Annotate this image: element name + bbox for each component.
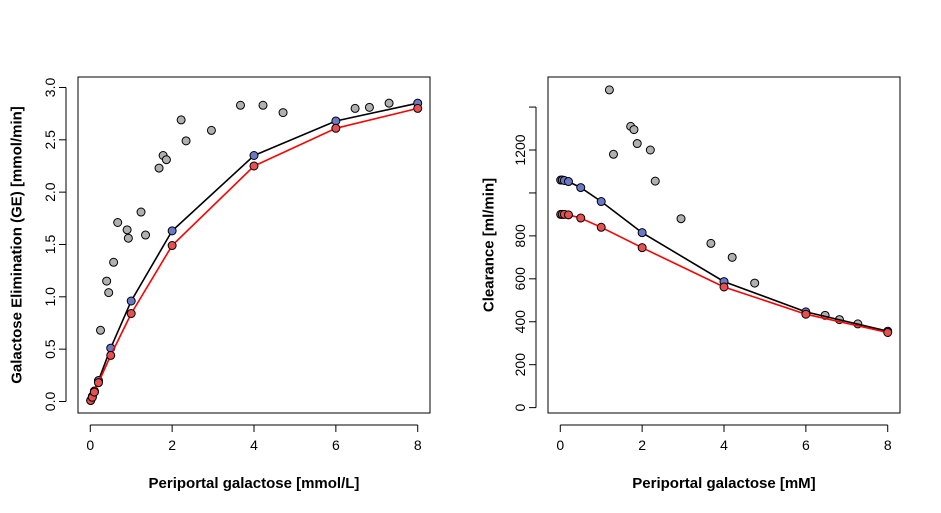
clearance-y-tick-label: 1200: [512, 134, 528, 165]
ge-x-tick-label: 8: [414, 437, 422, 453]
ge-series-0-point: [181, 136, 191, 146]
clearance-y-axis: 0 200 400 600 800 1200: [512, 106, 537, 412]
clearance-series-1-point: [637, 228, 647, 238]
ge-y-tick-label: 2.0: [42, 182, 58, 202]
ge-series-2: [86, 103, 423, 405]
ge-y-tick-label: 0.5: [42, 339, 58, 359]
clearance-series-2: [556, 209, 893, 337]
ge-series-0-point: [102, 276, 112, 286]
clearance-x-tick-label: 8: [884, 437, 892, 453]
ge-series-2-point: [331, 123, 341, 133]
clearance-series-0-point: [676, 214, 686, 224]
ge-panel: 0 2 4 6 8 0.0 0.5 1.0 1.5 2.0 2.5 3.0 Periportal gal…: [9, 76, 431, 492]
clearance-series-1: [556, 175, 893, 336]
clearance-y-tick-label: 400: [512, 310, 528, 334]
clearance-y-tick-label: 800: [512, 224, 528, 248]
ge-y-tick-label: 1.0: [42, 287, 58, 307]
clearance-x-axis-title: Periportal galactose [mM]: [632, 475, 815, 492]
clearance-series-1-point: [596, 197, 606, 207]
ge-series-1-point: [331, 116, 341, 126]
clearance-series-1-line: [560, 179, 888, 332]
clearance-series-2-point: [576, 213, 586, 223]
ge-series-0-point: [136, 207, 146, 217]
clearance-y-axis-title: Clearance [ml/min]: [481, 178, 498, 312]
clearance-series-1-point: [576, 183, 586, 193]
clearance-x-tick-label: 2: [638, 437, 646, 453]
ge-series-0-point: [154, 163, 164, 173]
clearance-series-2-point: [637, 243, 647, 253]
clearance-series-0-point: [645, 145, 655, 155]
ge-series-2-point: [126, 309, 136, 319]
ge-x-axis-title: Periportal galactose [mmol/L]: [149, 475, 360, 492]
ge-series-1-point: [167, 226, 177, 236]
ge-series-0-point: [350, 103, 360, 113]
ge-x-tick-label: 4: [250, 437, 258, 453]
clearance-series-2-point: [801, 309, 811, 319]
ge-x-tick-label: 2: [168, 437, 176, 453]
clearance-series-0-point: [629, 125, 639, 135]
ge-series-2-point: [93, 378, 103, 388]
ge-series-0-point: [258, 100, 268, 110]
clearance-series-0-point: [727, 252, 737, 262]
clearance-y-tick-label: 600: [512, 267, 528, 291]
clearance-series-0-point: [608, 149, 618, 159]
clearance-series-0-point: [650, 176, 660, 186]
clearance-series-2-point: [883, 327, 893, 337]
ge-y-axis-title: Galactose Elimination (GE) [mmol/min]: [9, 106, 26, 384]
clearance-plot-frame: [547, 76, 901, 414]
clearance-series-2-point: [596, 222, 606, 232]
ge-series-2-point: [89, 387, 99, 397]
ge-series-0: [87, 98, 394, 402]
ge-series-0-point: [141, 230, 151, 240]
ge-series-1-point: [126, 296, 136, 306]
ge-series-0-point: [123, 233, 133, 243]
ge-series-0-point: [122, 225, 132, 235]
clearance-series-0-point: [632, 139, 642, 149]
clearance-series-0: [604, 85, 863, 329]
ge-series-0-point: [384, 98, 394, 108]
ge-series-0-point: [113, 217, 123, 227]
ge-y-axis: 0.0 0.5 1.0 1.5 2.0 2.5 3.0: [42, 78, 67, 412]
ge-series-2-point: [413, 103, 423, 113]
ge-series-0-point: [96, 325, 106, 335]
ge-series-0-point: [206, 125, 216, 135]
ge-y-tick-label: 2.5: [42, 130, 58, 150]
clearance-y-tick-label: 0: [512, 404, 528, 412]
ge-series-2-point: [249, 161, 259, 171]
ge-y-tick-label: 0.0: [42, 392, 58, 412]
ge-y-tick-label: 1.5: [42, 235, 58, 255]
ge-series-2-point: [167, 241, 177, 251]
ge-x-axis: 0 2 4 6 8: [86, 424, 422, 453]
clearance-series-2-line: [560, 213, 888, 334]
ge-series-2-point: [106, 350, 116, 360]
clearance-series-2-point: [719, 282, 729, 292]
clearance-x-tick-label: 0: [556, 437, 564, 453]
ge-series-0-point: [104, 288, 114, 298]
clearance-series-0-point: [750, 278, 760, 288]
clearance-series-0-point: [604, 85, 614, 95]
ge-series-1-line: [89, 102, 418, 401]
clearance-x-tick-label: 4: [720, 437, 728, 453]
ge-series-1: [86, 98, 423, 405]
ge-series-0-point: [176, 115, 186, 125]
ge-series-0-point: [278, 108, 288, 118]
clearance-series-0-point: [706, 238, 716, 248]
clearance-y-tick-label: 200: [512, 353, 528, 377]
ge-series-0-point: [109, 257, 119, 267]
clearance-x-tick-label: 6: [802, 437, 810, 453]
ge-series-0-point: [161, 155, 171, 165]
clearance-x-axis: 0 2 4 6 8: [556, 424, 892, 453]
clearance-panel: 0 2 4 6 8 0 200 400 600 800 1200 Periportal galacto…: [481, 76, 901, 492]
ge-series-1-point: [249, 151, 259, 161]
ge-series-0-point: [235, 100, 245, 110]
ge-x-tick-label: 6: [332, 437, 340, 453]
ge-series-0-point: [364, 102, 374, 112]
ge-x-tick-label: 0: [86, 437, 94, 453]
clearance-series-1-point: [563, 177, 573, 187]
ge-y-tick-label: 3.0: [42, 78, 58, 98]
clearance-series-2-point: [563, 210, 573, 220]
ge-plot-frame: [77, 76, 431, 414]
